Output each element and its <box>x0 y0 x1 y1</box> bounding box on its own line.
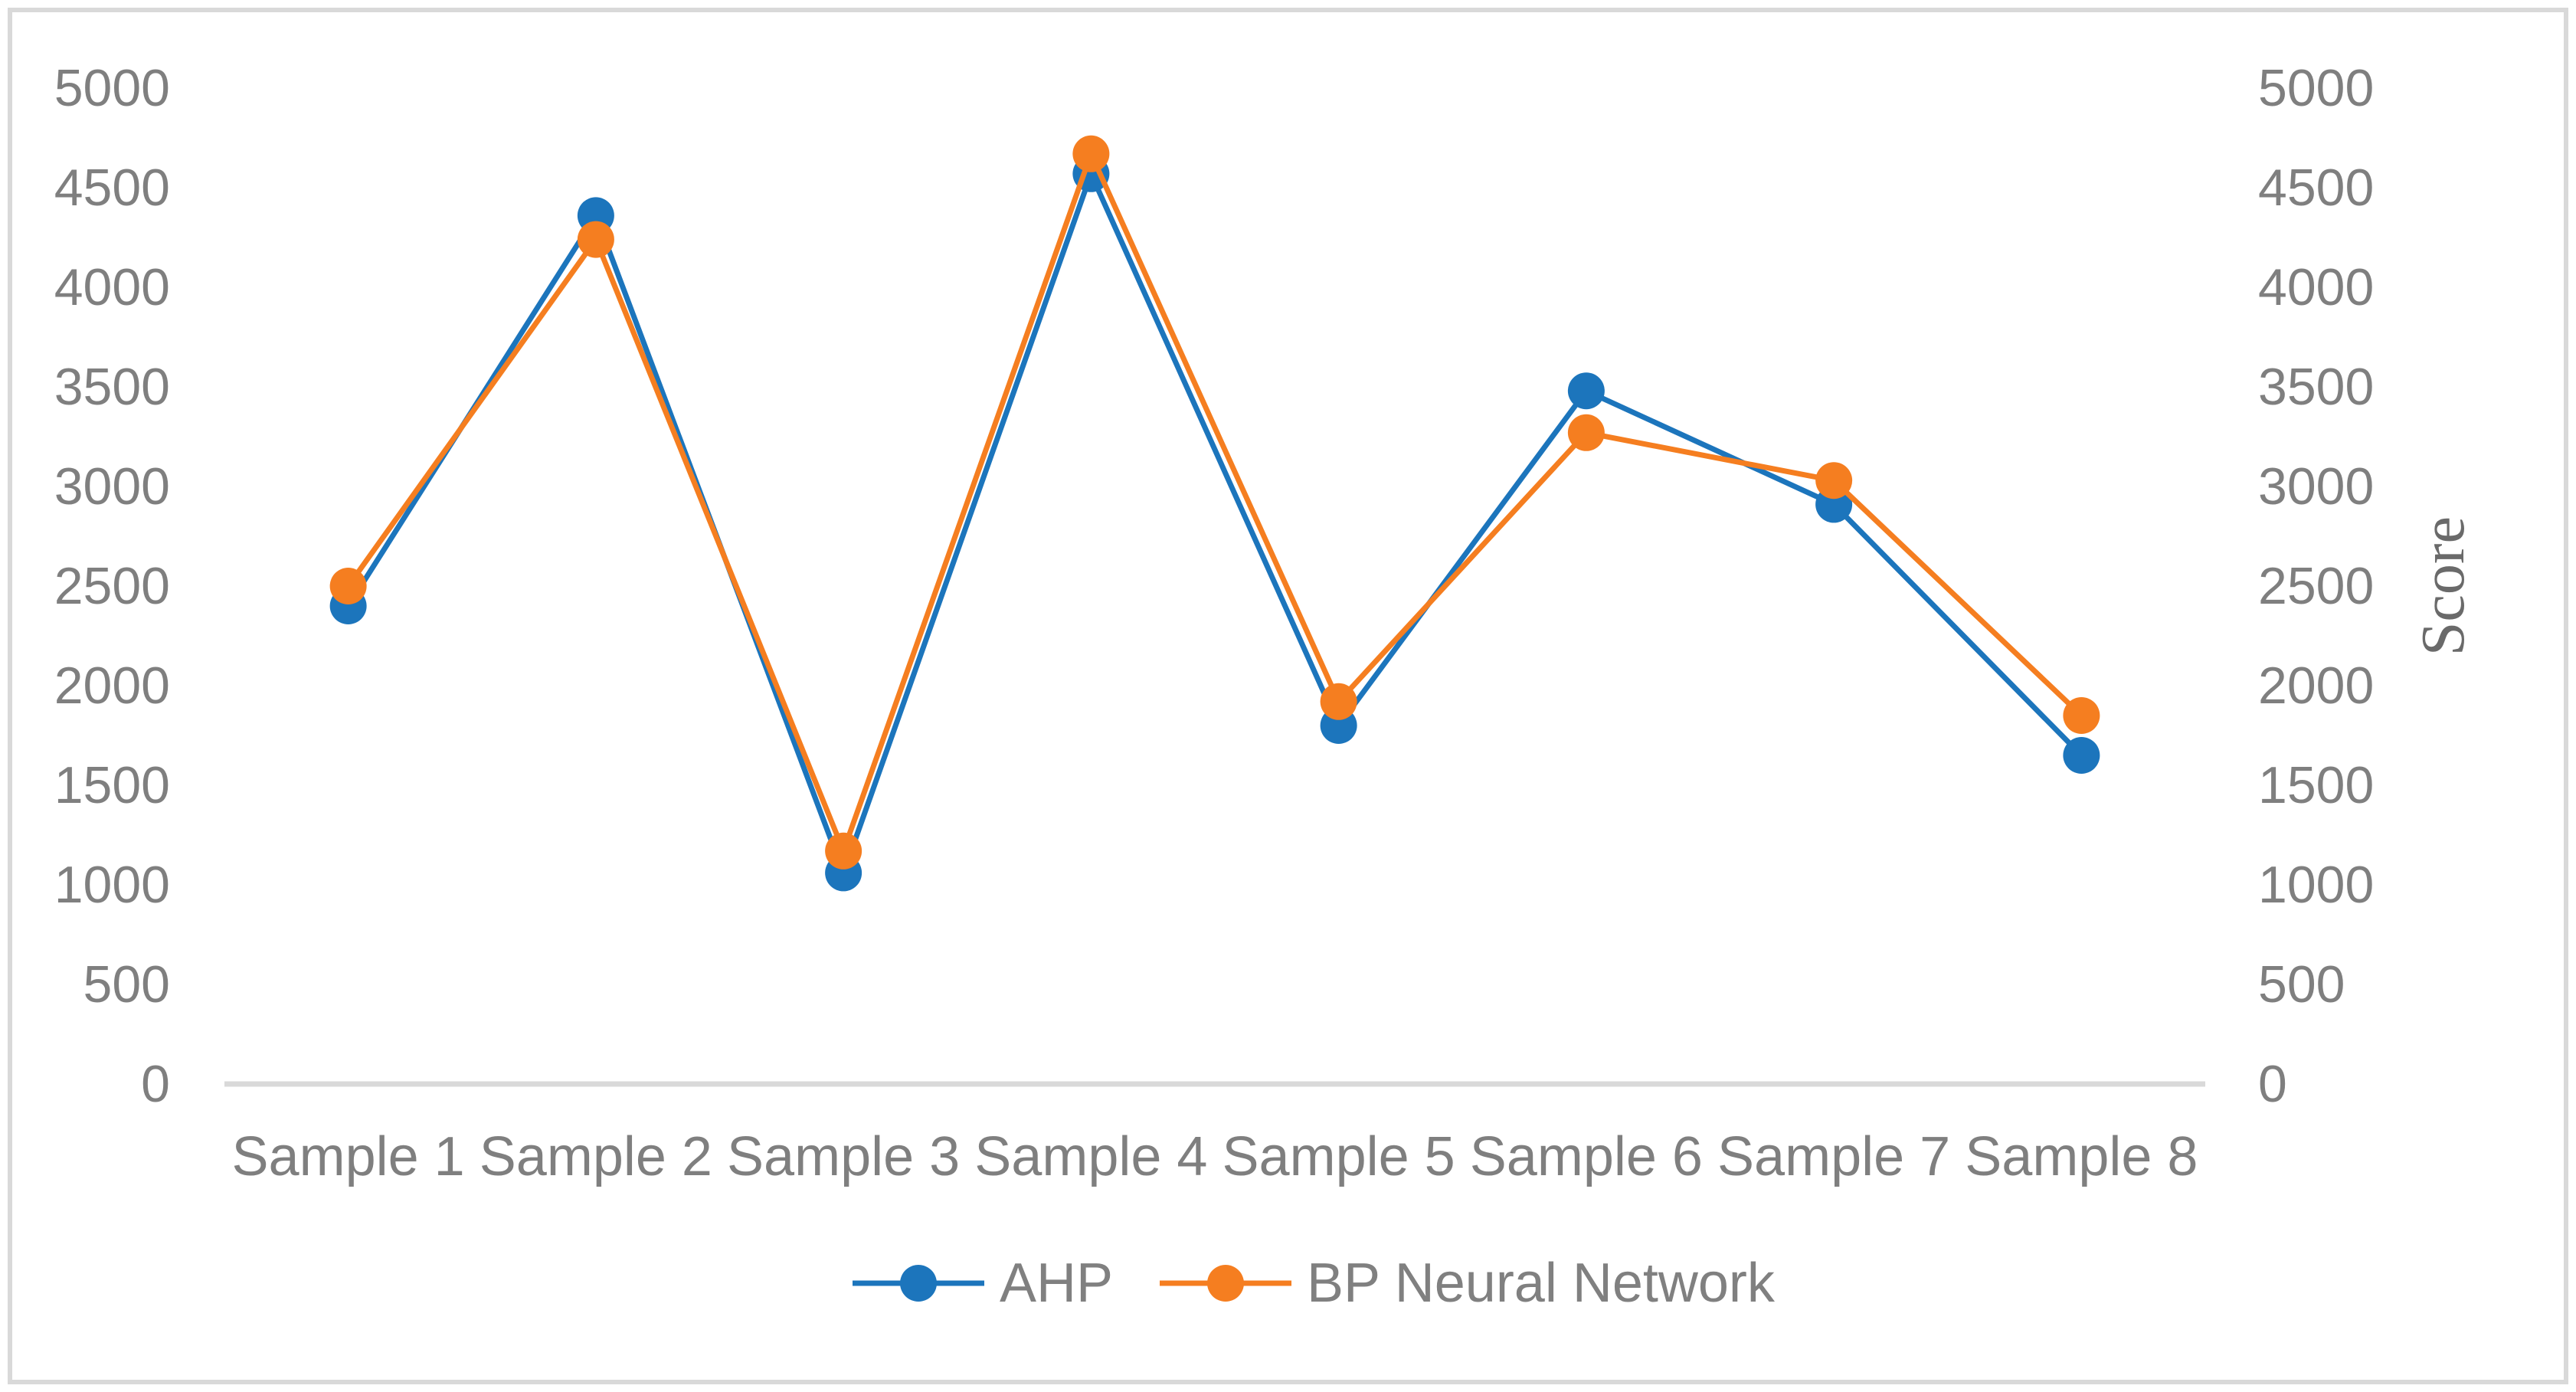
y-axis-right-tick-label: 4000 <box>2258 258 2374 316</box>
x-axis-category-label: Sample 8 <box>1965 1126 2198 1187</box>
x-axis-category-label: Sample 1 <box>232 1126 465 1187</box>
legend-marker <box>900 1265 937 1302</box>
x-axis-category-label: Sample 4 <box>974 1126 1207 1187</box>
data-point-marker-bp-neural-network <box>825 832 862 870</box>
y-axis-right-tick-label: 2000 <box>2258 657 2374 715</box>
x-axis-category-label: Sample 5 <box>1223 1126 1455 1187</box>
legend-label: BP Neural Network <box>1307 1253 1776 1314</box>
y-axis-left-tick-label: 2500 <box>54 557 170 615</box>
y-axis-left-tick-label: 500 <box>83 955 170 1014</box>
data-point-marker-bp-neural-network <box>1072 135 1110 172</box>
y-axis-right-tick-label: 1000 <box>2258 856 2374 914</box>
y-axis-left-tick-label: 3000 <box>54 457 170 516</box>
x-axis-category-label: Sample 6 <box>1470 1126 1703 1187</box>
y-axis-right-title: Score <box>2410 516 2477 656</box>
y-axis-right-tick-label: 1500 <box>2258 756 2374 814</box>
x-axis-category-label: Sample 7 <box>1717 1126 1950 1187</box>
series-line-ahp <box>345 171 2083 876</box>
y-axis-right-tick-label: 2500 <box>2258 557 2374 615</box>
data-point-marker-bp-neural-network <box>329 568 367 604</box>
data-point-marker-bp-neural-network <box>1320 683 1357 720</box>
data-point-marker-ahp <box>2063 737 2100 774</box>
y-axis-left-tick-label: 4500 <box>54 159 170 217</box>
x-axis-category-label: Sample 3 <box>727 1126 960 1187</box>
data-point-marker-bp-neural-network <box>2063 697 2100 734</box>
y-axis-left-tick-label: 1500 <box>54 756 170 814</box>
figure-border <box>8 8 2568 1384</box>
y-axis-left-tick-label: 4000 <box>54 258 170 316</box>
y-axis-right-tick-label: 500 <box>2258 955 2345 1014</box>
y-axis-left-tick-label: 2000 <box>54 657 170 715</box>
x-axis-category-label: Sample 2 <box>480 1126 712 1187</box>
data-point-marker-bp-neural-network <box>1567 414 1605 451</box>
y-axis-left-tick-label: 5000 <box>54 59 170 117</box>
y-axis-left-tick-label: 0 <box>141 1055 170 1113</box>
y-axis-right-tick-label: 3500 <box>2258 358 2374 416</box>
data-point-marker-ahp <box>1567 372 1605 410</box>
y-axis-right-tick-label: 5000 <box>2258 59 2374 117</box>
y-axis-left-tick-label: 1000 <box>54 856 170 914</box>
legend-label: AHP <box>1000 1253 1113 1314</box>
y-axis-right-tick-label: 0 <box>2258 1055 2287 1113</box>
series-line-bp-neural-network <box>345 151 2083 854</box>
legend-marker <box>1207 1265 1244 1302</box>
y-axis-left-tick-label: 3500 <box>54 358 170 416</box>
data-point-marker-bp-neural-network <box>577 221 614 258</box>
y-axis-right-tick-label: 4500 <box>2258 159 2374 217</box>
y-axis-right-tick-label: 3000 <box>2258 457 2374 516</box>
data-point-marker-bp-neural-network <box>1815 462 1853 499</box>
